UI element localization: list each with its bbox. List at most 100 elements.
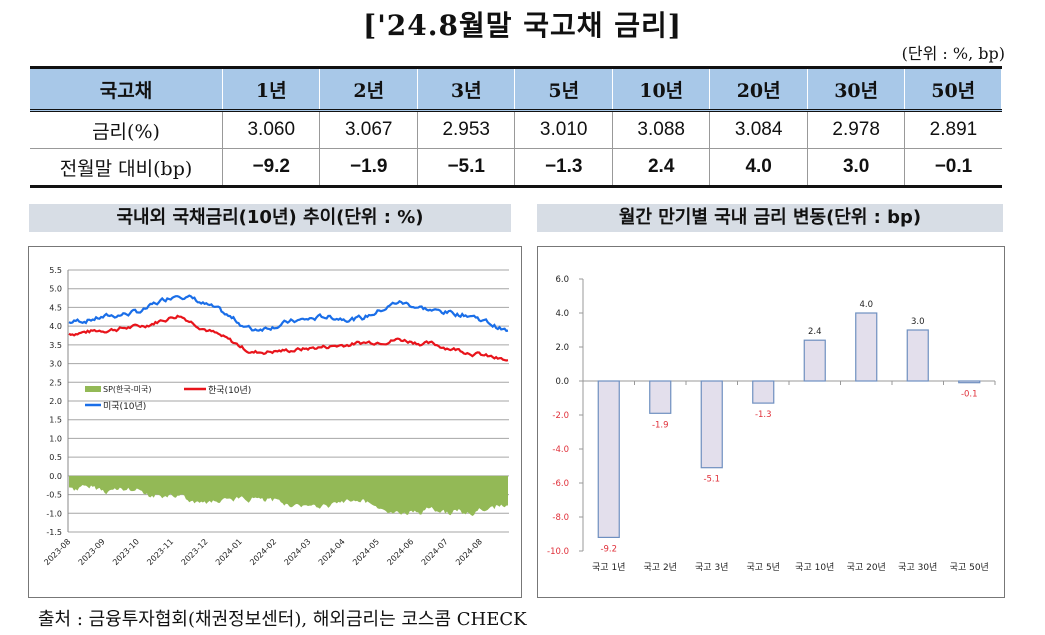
- x-tick-label: 2023-10: [111, 537, 141, 567]
- x-tick-label: 2024-02: [248, 537, 278, 567]
- x-category-label: 국고 50년: [950, 562, 989, 573]
- y-tick-label: 3.5: [49, 341, 62, 350]
- x-category-label: 국고 20년: [847, 562, 886, 573]
- x-tick-label: 2023-08: [42, 537, 72, 567]
- x-tick-label: 2024-07: [420, 537, 450, 567]
- header-cell: 1년: [221, 67, 321, 111]
- table-cell: 3.084: [709, 110, 808, 149]
- unit-note: (단위 : %, bp): [901, 44, 1005, 63]
- x-tick-label: 2023-12: [180, 537, 210, 567]
- y-tick-label: -0.5: [46, 491, 62, 500]
- y-tick-label: 4.0: [49, 322, 62, 331]
- y-tick-label: 4.0: [555, 309, 569, 319]
- bar: [906, 329, 929, 382]
- bar: [700, 380, 723, 469]
- page-title: ['24.8월말 국고채 금리]: [362, 9, 683, 42]
- y-tick-label: -6.0: [552, 479, 569, 489]
- x-tick-label: 2023-11: [145, 537, 175, 567]
- y-tick-label: -1.5: [46, 528, 62, 537]
- bar-chart-panel: 6.0 4.0 2.0 0.0 -2.0 -4.0 -6.0 -8.0 -10.0 -9.2 국고 …: [537, 246, 1005, 598]
- data-label: -5.1: [703, 475, 720, 485]
- y-tick-label: 1.0: [49, 434, 62, 443]
- legend-label: 미국(10년): [103, 401, 146, 412]
- y-tick-label: -1.0: [46, 509, 62, 518]
- bar: [958, 380, 981, 384]
- rates-table: 국고채 1년 2년 3년 5년 10년 20년 30년 50년 금리(%) 3.…: [30, 66, 1002, 188]
- x-tick-label: 2024-03: [283, 537, 313, 567]
- legend-label: SP(한국-미국): [103, 385, 151, 394]
- data-label: 3.0: [911, 317, 925, 327]
- y-tick-label: -10.0: [547, 547, 569, 557]
- bar: [803, 339, 826, 382]
- data-label: 4.0: [859, 300, 873, 310]
- bar: [649, 380, 672, 414]
- korea-10y-line: [68, 314, 509, 362]
- table-cell: 2.891: [904, 110, 1002, 149]
- table-row: 전월말 대비(bp) −9.2 −1.9 −5.1 −1.3 2.4 4.0 3…: [30, 148, 1002, 187]
- y-tick-label: 2.0: [49, 397, 62, 406]
- header-cell: 3년: [416, 67, 516, 111]
- line-chart: 5.5 5.0 4.5 4.0 3.5 3.0 2.5 2.0 1.5 1.0 0.5 0.0 -0.5…: [42, 266, 509, 567]
- table-cell: 3.0: [806, 148, 905, 187]
- bar: [597, 380, 620, 538]
- table-row: 금리(%) 3.060 3.067 2.953 3.010 3.088 3.08…: [30, 110, 1002, 149]
- table-cell: 2.978: [806, 110, 905, 149]
- row-label: 금리(%): [30, 110, 223, 149]
- bar: [855, 312, 878, 382]
- bar-chart: 6.0 4.0 2.0 0.0 -2.0 -4.0 -6.0 -8.0 -10.0 -9.2 국고 …: [547, 275, 996, 573]
- table-cell: −1.3: [514, 148, 613, 187]
- table-cell: 2.4: [611, 148, 710, 187]
- y-tick-label: -4.0: [552, 445, 569, 455]
- x-category-label: 국고 5년: [747, 562, 780, 573]
- data-label: -0.1: [961, 390, 978, 400]
- header-cell: 5년: [514, 67, 613, 111]
- right-chart-title: 월간 만기별 국내 금리 변동(단위 : bp): [537, 204, 1003, 232]
- y-tick-label: 5.0: [49, 285, 62, 294]
- table-cell: 3.067: [319, 110, 418, 149]
- y-tick-label: 6.0: [555, 275, 569, 285]
- header-cell: 30년: [806, 67, 906, 111]
- chart-legend: SP(한국-미국) 한국(10년) 미국(10년): [85, 385, 251, 412]
- table-cell: −1.9: [319, 148, 418, 187]
- header-cell: 20년: [709, 67, 808, 111]
- x-tick-label: 2023-09: [77, 537, 107, 567]
- spread-area-series: [69, 475, 508, 516]
- legend-label: 한국(10년): [208, 385, 251, 396]
- data-label: -1.9: [652, 420, 669, 430]
- table-cell: 3.010: [514, 110, 613, 149]
- line-chart-panel: 5.5 5.0 4.5 4.0 3.5 3.0 2.5 2.0 1.5 1.0 0.5 0.0 -0.5…: [28, 246, 522, 598]
- y-tick-label: 2.5: [49, 378, 62, 387]
- us-10y-line: [68, 294, 509, 333]
- header-cell: 2년: [319, 67, 418, 111]
- y-tick-label: 1.5: [49, 416, 62, 425]
- header-cell: 국고채: [30, 67, 223, 111]
- data-label: 2.4: [808, 327, 822, 337]
- x-tick-label: 2024-05: [351, 537, 381, 567]
- x-tick-label: 2024-08: [454, 537, 484, 567]
- header-cell: 50년: [904, 67, 1002, 111]
- y-tick-label: 0.0: [49, 472, 62, 481]
- x-category-label: 국고 3년: [695, 562, 728, 573]
- table-cell: 3.088: [611, 110, 710, 149]
- y-tick-label: 2.0: [555, 343, 569, 353]
- y-tick-label: -8.0: [552, 513, 569, 523]
- data-label: -1.3: [755, 410, 772, 420]
- left-chart-title: 국내외 국채금리(10년) 추이(단위 : %): [29, 204, 511, 232]
- source-note: 출처 : 금융투자협회(채권정보센터), 해외금리는 코스콤 CHECK: [38, 609, 527, 630]
- table-cell: −9.2: [221, 148, 320, 187]
- data-label: -9.2: [600, 544, 617, 554]
- x-category-label: 국고 2년: [644, 562, 677, 573]
- x-category-label: 국고 30년: [898, 562, 937, 573]
- table-cell: −0.1: [904, 148, 1002, 187]
- table-cell: 4.0: [709, 148, 808, 187]
- table-header-row: 국고채 1년 2년 3년 5년 10년 20년 30년 50년: [30, 67, 1002, 111]
- table-cell: 3.060: [221, 110, 320, 149]
- x-tick-label: 2024-01: [214, 537, 244, 567]
- legend-swatch-spread: [85, 386, 101, 392]
- x-category-label: 국고 10년: [795, 562, 834, 573]
- y-tick-label: 0.5: [49, 453, 62, 462]
- y-tick-label: 0.0: [555, 377, 569, 387]
- y-tick-label: 5.5: [49, 266, 62, 275]
- y-tick-label: 4.5: [49, 303, 62, 312]
- header-cell: 10년: [611, 67, 711, 111]
